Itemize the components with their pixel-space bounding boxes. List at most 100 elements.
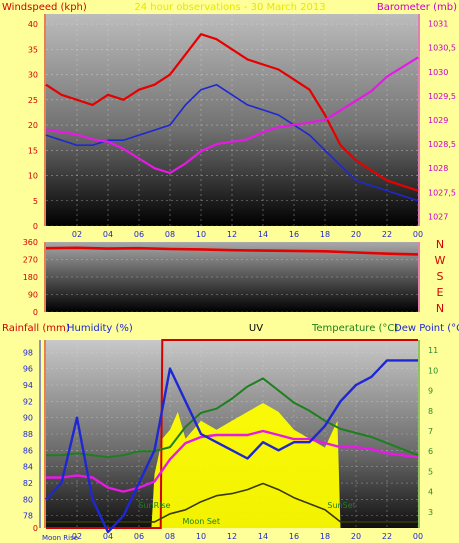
chart1-xtick: 14 xyxy=(258,230,268,239)
chart1-ytick-left: 35 xyxy=(28,45,38,54)
chart2-gridlines xyxy=(46,241,418,313)
chart2-compass-label: S xyxy=(437,270,444,283)
chart2-compass-label: E xyxy=(437,286,444,299)
chart1-ytick-right: 1027 xyxy=(428,212,448,221)
chart1-ytick-left: 10 xyxy=(28,172,38,181)
chart3-moonrise-label: Moon Rise xyxy=(42,534,78,542)
chart2-ytick-left: 360 xyxy=(23,238,38,247)
chart1-title: 24 hour observations - 30 March 2013 xyxy=(134,2,325,13)
chart2-compass-label: N xyxy=(436,302,444,315)
chart3-ytick-humidity: 92 xyxy=(23,397,33,406)
chart1-xtick: 00 xyxy=(413,230,423,239)
chart1-ytick-left: 5 xyxy=(33,197,38,206)
chart1-xtick: 18 xyxy=(320,230,330,239)
chart3-ytick-temp: 8 xyxy=(428,407,433,416)
chart1-ytick-right: 1029 xyxy=(428,116,448,125)
chart1-xtick: 10 xyxy=(196,230,206,239)
chart3-rain-label: Rainfall (mm) xyxy=(2,323,70,334)
chart1-ytick-left: 25 xyxy=(28,96,38,105)
chart1-xtick: 04 xyxy=(103,230,113,239)
chart3-xtick: 04 xyxy=(103,532,113,541)
chart3-xtick: 14 xyxy=(258,532,268,541)
chart1-xtick: 22 xyxy=(382,230,392,239)
chart3-xtick: 16 xyxy=(289,532,299,541)
chart3-ytick-humidity: 84 xyxy=(23,463,33,472)
chart3-rainfall-line xyxy=(46,339,418,529)
chart3-ytick-temp: 7 xyxy=(428,427,433,436)
chart3-ytick-temp: 4 xyxy=(428,488,433,497)
chart1-ytick-right: 1029,5 xyxy=(428,92,456,101)
chart3-ytick-humidity: 86 xyxy=(23,446,33,455)
chart3-ytick-temp: 6 xyxy=(428,447,433,456)
chart1-barometer-line xyxy=(45,56,419,175)
chart3-xtick: 18 xyxy=(320,532,330,541)
chart3-humidity-line xyxy=(45,359,418,534)
chart1-ytick-left: 40 xyxy=(28,20,38,29)
chart3-ytick-temp: 10 xyxy=(428,366,438,375)
chart1-avg-windspeed-line xyxy=(45,83,419,202)
chart3-ytick-temp: 11 xyxy=(428,346,438,355)
chart1-windspeed-line xyxy=(45,33,419,192)
chart1-xtick: 06 xyxy=(134,230,144,239)
chart2-wind-direction-line xyxy=(45,246,419,256)
chart3-ytick-temp: 9 xyxy=(428,387,433,396)
chart3-event-labels: Moon Rise SunRise Moon Set SunSet xyxy=(42,501,356,542)
chart3-ytick-rain: 0 xyxy=(33,524,38,533)
chart1-series xyxy=(45,33,419,202)
chart3-temp-label: Temperature (°C) xyxy=(311,323,398,334)
chart1-ytick-right: 1030,5 xyxy=(428,44,456,53)
chart3-ytick-humidity: 88 xyxy=(23,430,33,439)
chart2-ytick-left: 90 xyxy=(28,291,38,300)
chart1-ylabel-left: Windspeed (kph) xyxy=(2,2,87,13)
chart1-ytick-right: 1030 xyxy=(428,68,448,77)
chart2-ytick-left: 0 xyxy=(33,308,38,317)
chart2-compass-label: W xyxy=(435,254,446,267)
chart1-xtick: 20 xyxy=(351,230,361,239)
chart3-ytick-humidity: 80 xyxy=(23,495,33,504)
chart2-ytick-left: 180 xyxy=(23,273,38,282)
chart1-ytick-right: 1031 xyxy=(428,20,448,29)
chart3-series xyxy=(45,339,419,534)
chart3-ytick-temp: 3 xyxy=(428,508,433,517)
chart3-sunset-label: SunSet xyxy=(327,501,355,510)
chart1-ytick-right: 1027,5 xyxy=(428,188,456,197)
chart3-xtick: 12 xyxy=(227,532,237,541)
chart3-ytick-humidity: 96 xyxy=(23,365,33,374)
chart1-ytick-left: 0 xyxy=(33,222,38,231)
chart3-ytick-temp: 5 xyxy=(428,467,433,476)
chart2-compass-label: N xyxy=(436,238,444,251)
chart3-sunrise-label: SunRise xyxy=(138,501,170,510)
chart3-xtick: 00 xyxy=(413,532,423,541)
chart2-axes: 0 90 180 270 360 xyxy=(23,238,420,317)
chart2-ytick-left: 270 xyxy=(23,256,38,265)
chart3-xtick: 20 xyxy=(351,532,361,541)
chart3-ytick-humidity: 82 xyxy=(23,479,33,488)
chart3-ytick-humidity: 94 xyxy=(23,381,33,390)
chart1-xtick: 02 xyxy=(72,230,82,239)
chart3-humidity-label: Humidity (%) xyxy=(67,323,133,334)
chart3-ytick-humidity: 98 xyxy=(23,348,33,357)
chart1-axes: 0 5 10 15 20 25 30 35 40 1027 1027,5 1028 1028,5 1029… xyxy=(28,14,456,239)
chart3-temperature-line xyxy=(46,377,419,459)
chart1-ytick-right: 1028,5 xyxy=(428,140,456,149)
chart1-ytick-right: 1028 xyxy=(428,164,448,173)
chart3-moonset-label: Moon Set xyxy=(183,517,220,526)
chart1-ytick-left: 30 xyxy=(28,71,38,80)
chart1-ylabel-right: Barometer (mb) xyxy=(377,2,457,13)
chart3-uv-label: UV xyxy=(249,323,263,334)
chart1-ytick-left: 15 xyxy=(28,146,38,155)
chart3-xtick: 08 xyxy=(165,532,175,541)
chart2-series xyxy=(45,246,419,256)
chart1-ytick-left: 20 xyxy=(28,121,38,130)
chart3-xtick: 22 xyxy=(382,532,392,541)
chart3-dewpoint-label: Dew Point (°C) xyxy=(394,323,459,334)
chart1-xtick: 16 xyxy=(289,230,299,239)
chart3-ytick-humidity: 90 xyxy=(23,414,33,423)
chart1-xtick: 12 xyxy=(227,230,237,239)
chart1-xtick: 08 xyxy=(165,230,175,239)
chart3-xtick: 02 xyxy=(72,532,82,541)
chart3-sun-line xyxy=(46,482,418,523)
